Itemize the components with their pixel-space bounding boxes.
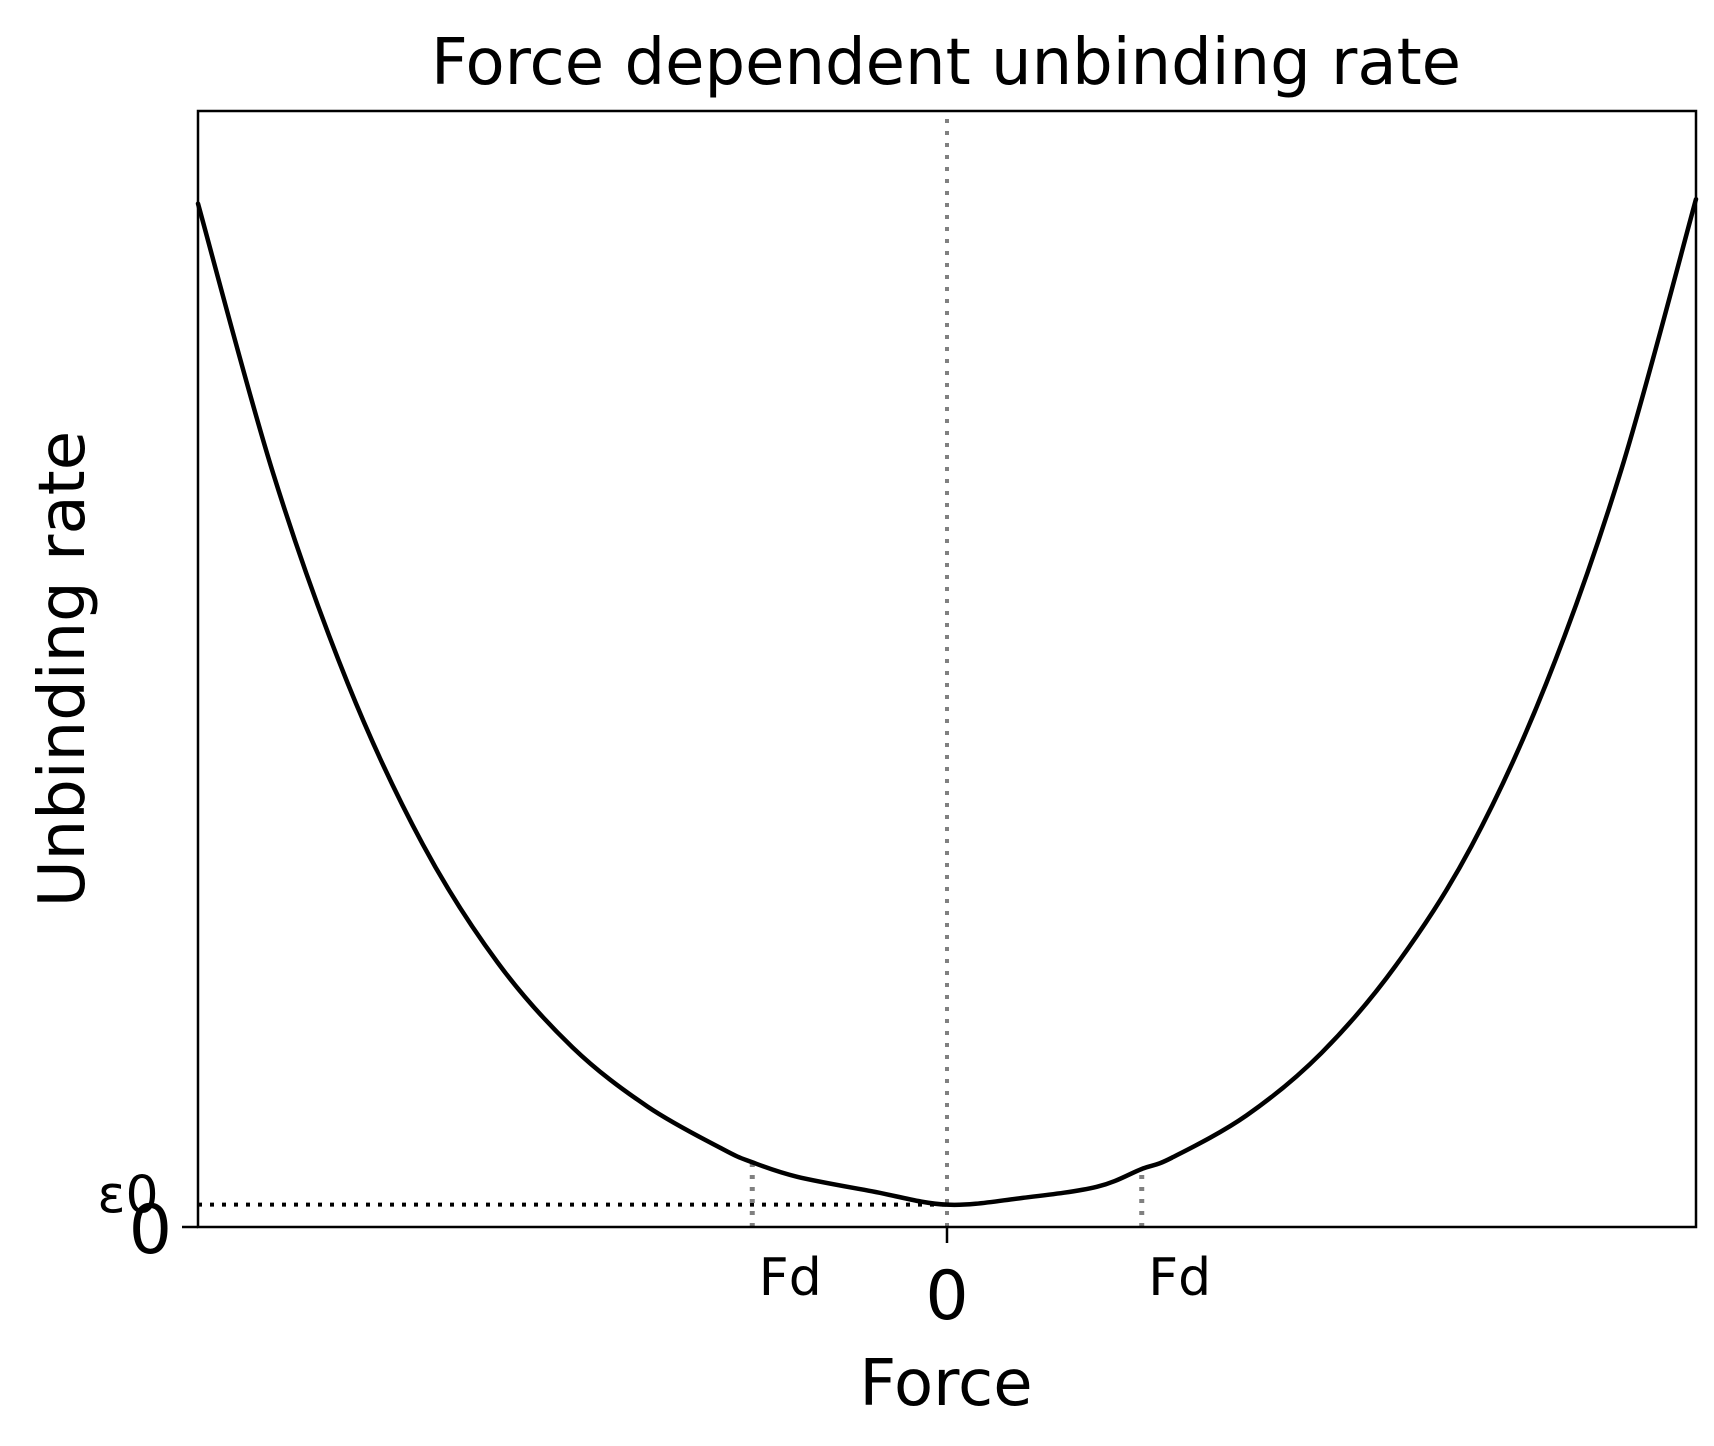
- annotation-label-2: Fd: [1148, 1248, 1211, 1308]
- y-axis-label: Unbinding rate: [26, 431, 100, 907]
- chart-title: Force dependent unbinding rate: [431, 26, 1461, 100]
- axis-ticks: 00: [129, 1191, 969, 1336]
- annotation-label-3: ε0: [97, 1166, 158, 1226]
- plot-area: [195, 111, 1699, 1227]
- x-tick-label-1: 0: [925, 1257, 968, 1336]
- annotations: Fd Fd ε0: [97, 1166, 1211, 1308]
- annotation-label-1: Fd: [759, 1248, 822, 1308]
- series-line-1: [195, 196, 1699, 1208]
- y-tick-label-1: 0: [129, 1191, 172, 1270]
- x-axis-label: Force: [859, 1347, 1032, 1421]
